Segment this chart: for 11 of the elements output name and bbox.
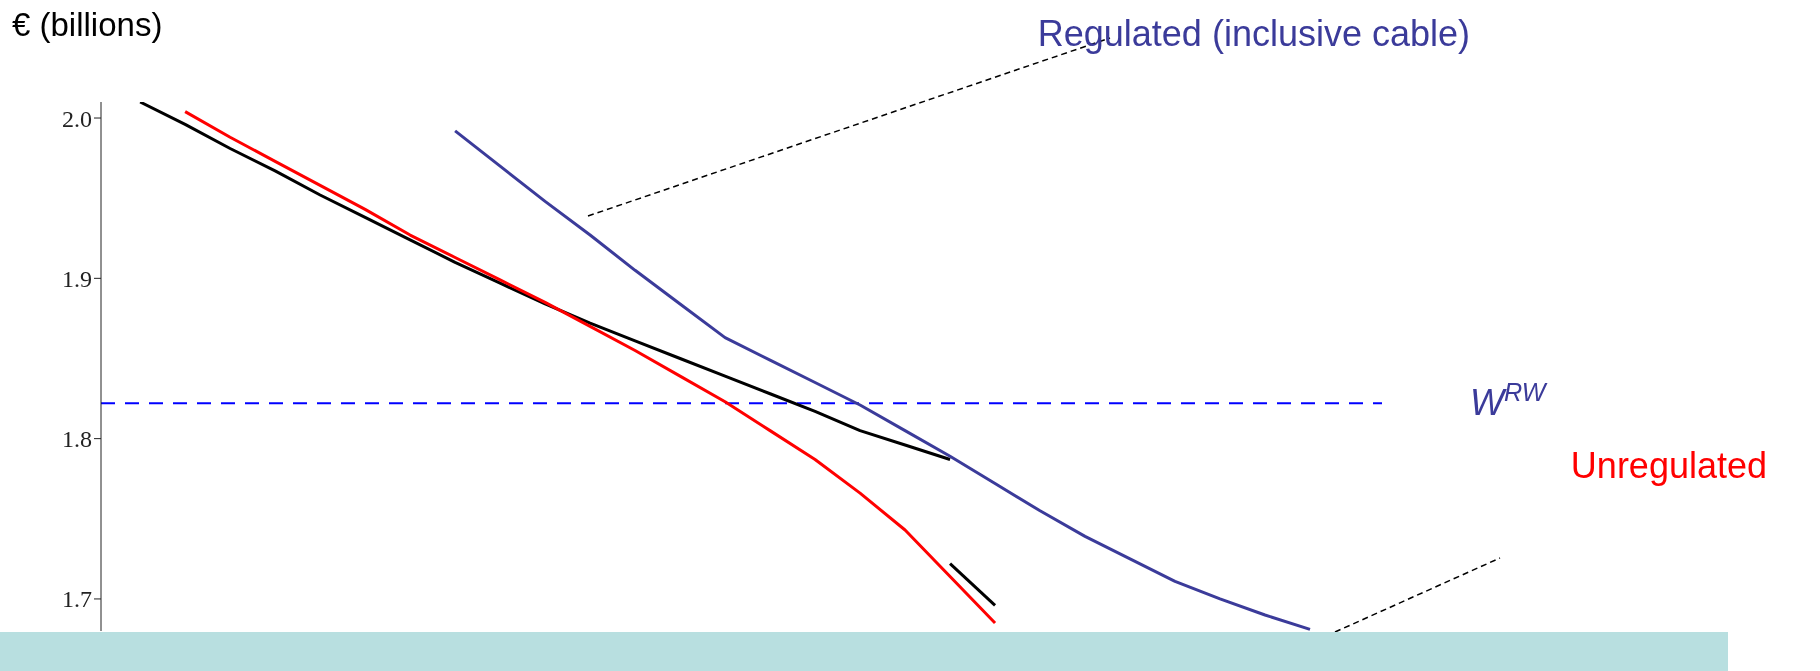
ref-line-label: W$^{RW}$ — [1470, 378, 1548, 424]
line-series — [183, 110, 997, 625]
y-tick-label: 1.8 — [62, 426, 92, 453]
line-series — [138, 102, 952, 461]
line-series — [453, 129, 1312, 631]
text: Unregulated — [1570, 445, 1767, 486]
y-axis-title: € (billions) — [12, 6, 163, 44]
y-tick-label: 2.0 — [62, 105, 92, 132]
text: Regulated (inclusive cable) — [1037, 13, 1470, 54]
y-tick-label: 1.9 — [62, 265, 92, 292]
y-tick-label: 1.7 — [62, 586, 92, 613]
